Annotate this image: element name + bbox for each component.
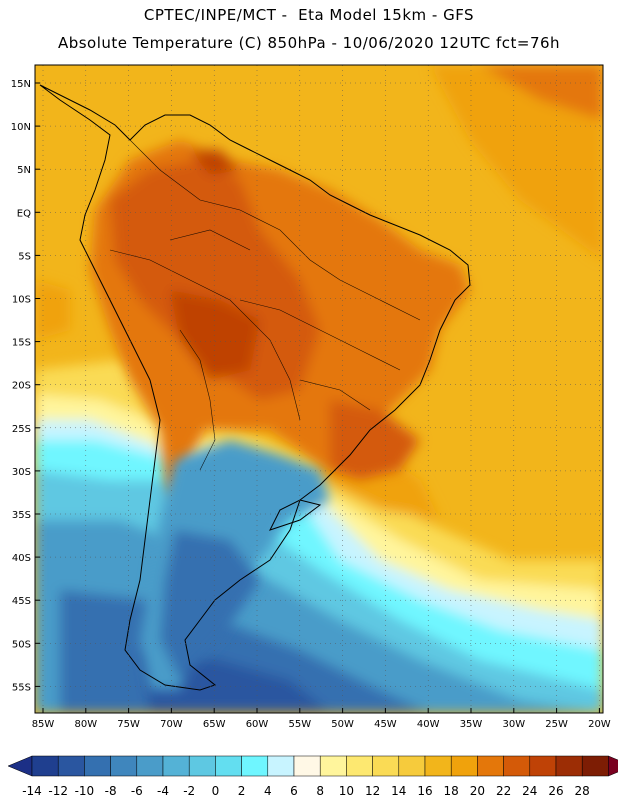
colorbar-label: 4	[264, 784, 272, 798]
colorbar-label: -8	[105, 784, 117, 798]
lat-label: 10S	[12, 295, 31, 306]
lon-label: 85W	[32, 719, 55, 730]
colorbar-swatch	[31, 755, 59, 777]
coastlines	[39, 84, 471, 691]
colorbar-label: -6	[131, 784, 143, 798]
temperature-field	[35, 65, 603, 713]
map-frame	[34, 64, 604, 714]
chart-subtitle: Absolute Temperature (C) 850hPa - 10/06/…	[57, 34, 561, 52]
latitude-labels: 15N 10N 5N EQ 5S 10S 15S 20S 25S 30S 35S 40S 45S 50S 5…	[11, 79, 40, 693]
lat-label: 55S	[12, 682, 31, 693]
colorbar-label: 10	[339, 784, 354, 798]
colorbar-swatch	[84, 755, 111, 777]
lon-label: 75W	[117, 719, 140, 730]
lon-label: 60W	[246, 719, 269, 730]
lon-label: 35W	[460, 719, 483, 730]
colorbar-label: 28	[575, 784, 590, 798]
lat-label: 45S	[12, 596, 31, 607]
lat-label: EQ	[17, 208, 31, 219]
lon-label: 65W	[203, 719, 226, 730]
colorbar-swatch	[424, 755, 452, 777]
colorbar-label: 16	[417, 784, 432, 798]
colorbar-label: 22	[496, 784, 511, 798]
colorbar-label: 6	[290, 784, 298, 798]
colorbar-over-arrow	[608, 755, 618, 777]
lat-label: 35S	[12, 510, 31, 521]
lon-label: 50W	[331, 719, 354, 730]
lat-label: 15N	[11, 79, 31, 90]
colorbar-label: 14	[391, 784, 406, 798]
colorbar-label: -4	[157, 784, 169, 798]
longitude-labels: 85W 80W 75W 70W 65W 60W 55W 50W 45W 40W 35W 30W 25W 2…	[32, 708, 611, 730]
colorbar	[7, 755, 618, 777]
colorbar-swatch	[57, 755, 85, 777]
colorbar-swatch	[529, 755, 557, 777]
colorbar-swatch	[319, 755, 347, 777]
lon-label: 30W	[502, 719, 525, 730]
lat-label: 40S	[12, 553, 31, 564]
colorbar-label: -14	[22, 784, 42, 798]
lat-label: 5S	[18, 251, 31, 262]
colorbar-label: 26	[548, 784, 563, 798]
colorbar-swatch	[555, 755, 583, 777]
lat-label: 20S	[12, 381, 31, 392]
lat-label: 50S	[12, 639, 31, 650]
colorbar-label: 0	[212, 784, 220, 798]
colorbar-label: -12	[48, 784, 68, 798]
lon-label: 55W	[288, 719, 311, 730]
colorbar-swatch	[372, 755, 400, 777]
colorbar-label: 8	[316, 784, 324, 798]
colorbar-swatch	[110, 755, 138, 777]
colorbar-swatch	[162, 755, 190, 777]
lon-label: 70W	[160, 719, 183, 730]
colorbar-labels: -14 -12 -10 -8 -6 -4 -2 0 2 4 6 8 10 12 14 16 18 20 22 24 26…	[22, 784, 590, 798]
colorbar-swatch	[346, 755, 373, 777]
colorbar-under-arrow	[7, 755, 33, 777]
lat-label: 5N	[17, 165, 31, 176]
colorbar-swatch	[477, 755, 504, 777]
colorbar-label: 24	[522, 784, 537, 798]
colorbar-swatch	[215, 755, 242, 777]
lon-label: 25W	[545, 719, 568, 730]
lat-label: 30S	[12, 467, 31, 478]
colorbar-label: -2	[183, 784, 195, 798]
lon-label: 40W	[417, 719, 440, 730]
colorbar-swatch	[267, 755, 295, 777]
lat-label: 25S	[12, 424, 31, 435]
colorbar-label: 2	[238, 784, 246, 798]
colorbar-swatch	[398, 755, 426, 777]
colorbar-swatch	[450, 755, 478, 777]
colorbar-label: -10	[75, 784, 95, 798]
lon-label: 45W	[374, 719, 397, 730]
colorbar-swatch	[188, 755, 216, 777]
colorbar-label: 20	[470, 784, 485, 798]
country-borders	[109, 139, 421, 471]
colorbar-label: 18	[444, 784, 459, 798]
colorbar-swatch	[581, 755, 609, 777]
lat-label: 10N	[11, 122, 31, 133]
colorbar-swatch	[293, 755, 321, 777]
colorbar-label: 12	[365, 784, 380, 798]
colorbar-swatch	[503, 755, 531, 777]
chart-title: CPTEC/INPE/MCT - Eta Model 15km - GFS	[143, 6, 475, 24]
lat-label: 15S	[12, 338, 31, 349]
lon-label: 80W	[74, 719, 97, 730]
colorbar-swatch	[136, 755, 164, 777]
graticule	[35, 65, 603, 713]
colorbar-swatch	[241, 755, 269, 777]
lon-label: 20W	[588, 719, 611, 730]
